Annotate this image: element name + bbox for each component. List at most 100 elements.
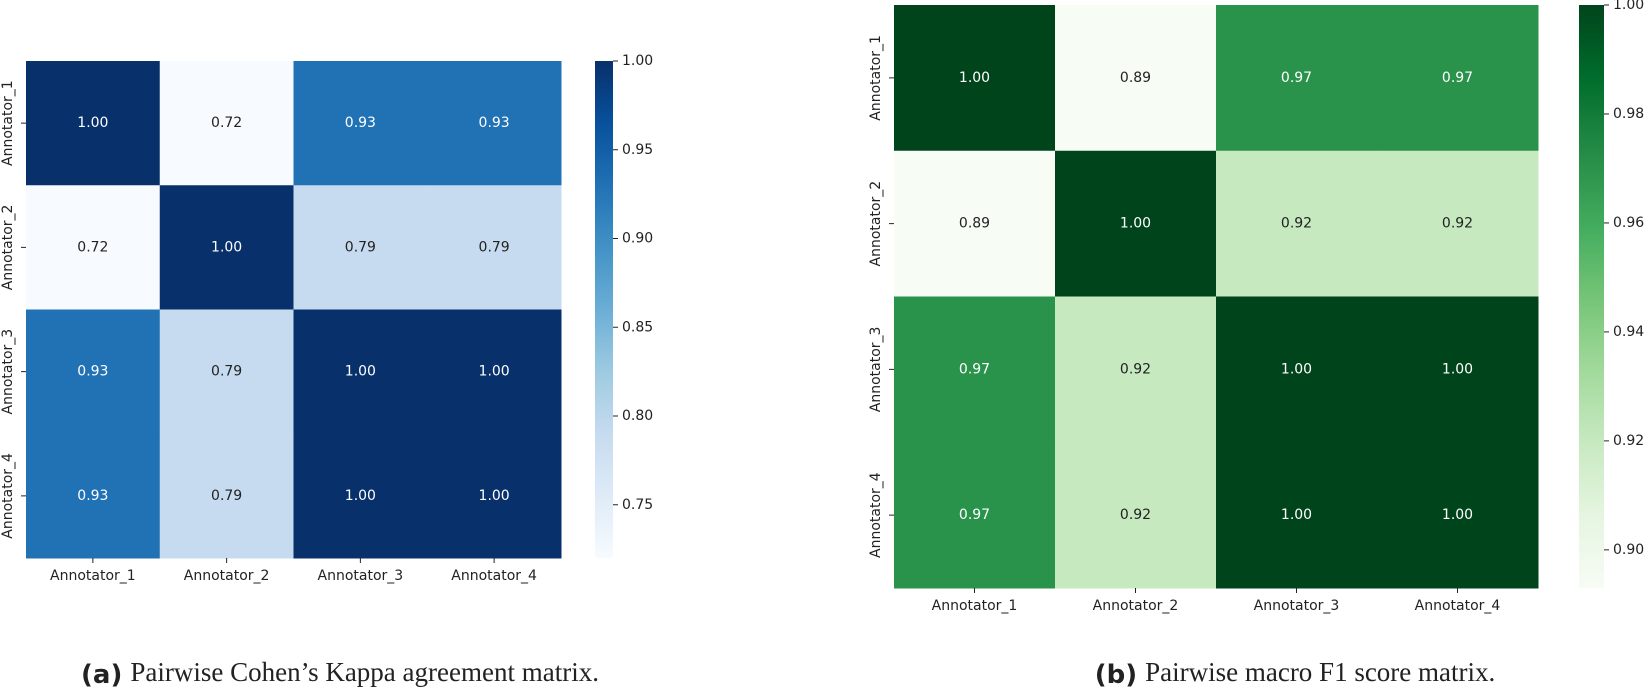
x-tick-label: Annotator_3 [318, 568, 404, 584]
colorbar-tick-label: 0.94 [1613, 324, 1644, 340]
x-tick-label: Annotator_3 [1254, 598, 1340, 614]
y-tick-label: Annotator_3 [0, 329, 16, 415]
cell-label: 1.00 [211, 239, 242, 255]
heatmap-cell [427, 185, 562, 310]
colorbar-tick-label: 0.90 [1613, 542, 1644, 558]
colorbar [1579, 5, 1604, 588]
cell-label: 0.93 [77, 488, 108, 504]
caption-label: (a) [81, 660, 122, 687]
heatmap-cell [427, 309, 562, 435]
heatmap-cell [26, 309, 161, 435]
colorbar-tick-label: 1.00 [622, 53, 653, 69]
y-tick-label: Annotator_1 [868, 35, 884, 121]
heatmap-cell [894, 5, 1056, 152]
y-tick-label: Annotator_3 [868, 327, 884, 413]
cell-label: 1.00 [77, 115, 108, 131]
colorbar [595, 61, 613, 558]
heatmap-cell [26, 185, 161, 310]
cell-label: 0.79 [479, 239, 510, 255]
cell-label: 1.00 [345, 488, 376, 504]
caption: (a) Pairwise Cohen’s Kappa agreement matr… [81, 657, 599, 687]
x-tick-label: Annotator_1 [932, 598, 1018, 614]
colorbar-tick-label: 0.90 [622, 231, 653, 247]
colorbar-tick-label: 0.96 [1613, 215, 1644, 231]
heatmap-cell [894, 296, 1056, 443]
cell-label: 0.97 [1442, 70, 1473, 86]
heatmap-cell [427, 433, 562, 559]
heatmap-cell [1377, 296, 1539, 443]
cell-label: 0.93 [77, 364, 108, 380]
cell-label: 0.92 [1442, 216, 1473, 232]
colorbar-tick-label: 1.00 [1613, 0, 1644, 13]
cell-label: 1.00 [1281, 361, 1312, 377]
heatmap-cell [427, 61, 562, 186]
colorbar-tick-label: 0.85 [622, 319, 653, 335]
cell-label: 0.92 [1281, 216, 1312, 232]
cell-label: 1.00 [479, 364, 510, 380]
cell-label: 1.00 [1120, 216, 1151, 232]
cell-label: 0.97 [959, 507, 990, 523]
x-tick-label: Annotator_2 [184, 568, 270, 584]
heatmap-cell [293, 309, 428, 435]
heatmap-cell [26, 61, 161, 186]
heatmap-cell [1055, 442, 1217, 589]
heatmap-cell [293, 61, 428, 186]
y-tick-label: Annotator_2 [868, 181, 884, 267]
heatmap-cell [293, 185, 428, 310]
heatmap-cell [894, 150, 1056, 297]
colorbar-tick-label: 0.95 [622, 142, 653, 158]
cell-label: 0.93 [345, 115, 376, 131]
x-tick-label: Annotator_4 [451, 568, 537, 584]
y-tick-label: Annotator_4 [0, 453, 16, 539]
cell-label: 0.79 [211, 488, 242, 504]
caption-label: (b) [1095, 660, 1137, 687]
cell-label: 0.72 [77, 239, 108, 255]
heatmap-cell [1216, 5, 1378, 152]
colorbar-tick-label: 0.75 [622, 497, 653, 513]
x-tick-label: Annotator_2 [1093, 598, 1179, 614]
cell-label: 1.00 [1442, 507, 1473, 523]
x-tick-label: Annotator_4 [1415, 598, 1501, 614]
cell-label: 1.00 [1281, 507, 1312, 523]
colorbar-tick-label: 0.92 [1613, 433, 1644, 449]
heatmap-cell [1055, 150, 1217, 297]
cell-label: 0.72 [211, 115, 242, 131]
y-tick-label: Annotator_2 [0, 205, 16, 291]
cell-label: 1.00 [345, 364, 376, 380]
cell-label: 1.00 [1442, 361, 1473, 377]
heatmap-cell [1216, 442, 1378, 589]
cell-label: 0.79 [345, 239, 376, 255]
heatmap-cell [159, 61, 294, 186]
cell-label: 0.97 [1281, 70, 1312, 86]
heatmap-cell [1377, 5, 1539, 152]
heatmap-cell [1055, 296, 1217, 443]
x-tick-label: Annotator_1 [50, 568, 136, 584]
heatmap-cell [1377, 442, 1539, 589]
heatmap-cell [159, 309, 294, 435]
heatmap-cell [1377, 150, 1539, 297]
heatmap-cell [159, 433, 294, 559]
heatmap-cell [1055, 5, 1217, 152]
caption-text: Pairwise Cohen’s Kappa agreement matrix. [130, 657, 599, 687]
cell-label: 1.00 [479, 488, 510, 504]
cell-label: 0.79 [211, 364, 242, 380]
y-tick-label: Annotator_4 [868, 472, 884, 558]
heatmap-cell [1216, 150, 1378, 297]
cell-label: 1.00 [959, 70, 990, 86]
cell-label: 0.92 [1120, 361, 1151, 377]
caption-text: Pairwise macro F1 score matrix. [1145, 657, 1495, 687]
caption: (b) Pairwise macro F1 score matrix. [1095, 657, 1496, 687]
cell-label: 0.93 [479, 115, 510, 131]
cell-label: 0.89 [959, 216, 990, 232]
colorbar-tick-label: 0.80 [622, 408, 653, 424]
heatmap-cell [26, 433, 161, 559]
heatmap-cell [894, 442, 1056, 589]
cell-label: 0.97 [959, 361, 990, 377]
y-tick-label: Annotator_1 [0, 80, 16, 166]
heatmap-cell [1216, 296, 1378, 443]
cell-label: 0.92 [1120, 507, 1151, 523]
cell-label: 0.89 [1120, 70, 1151, 86]
heatmap-cell [293, 433, 428, 559]
colorbar-tick-label: 0.98 [1613, 106, 1644, 122]
